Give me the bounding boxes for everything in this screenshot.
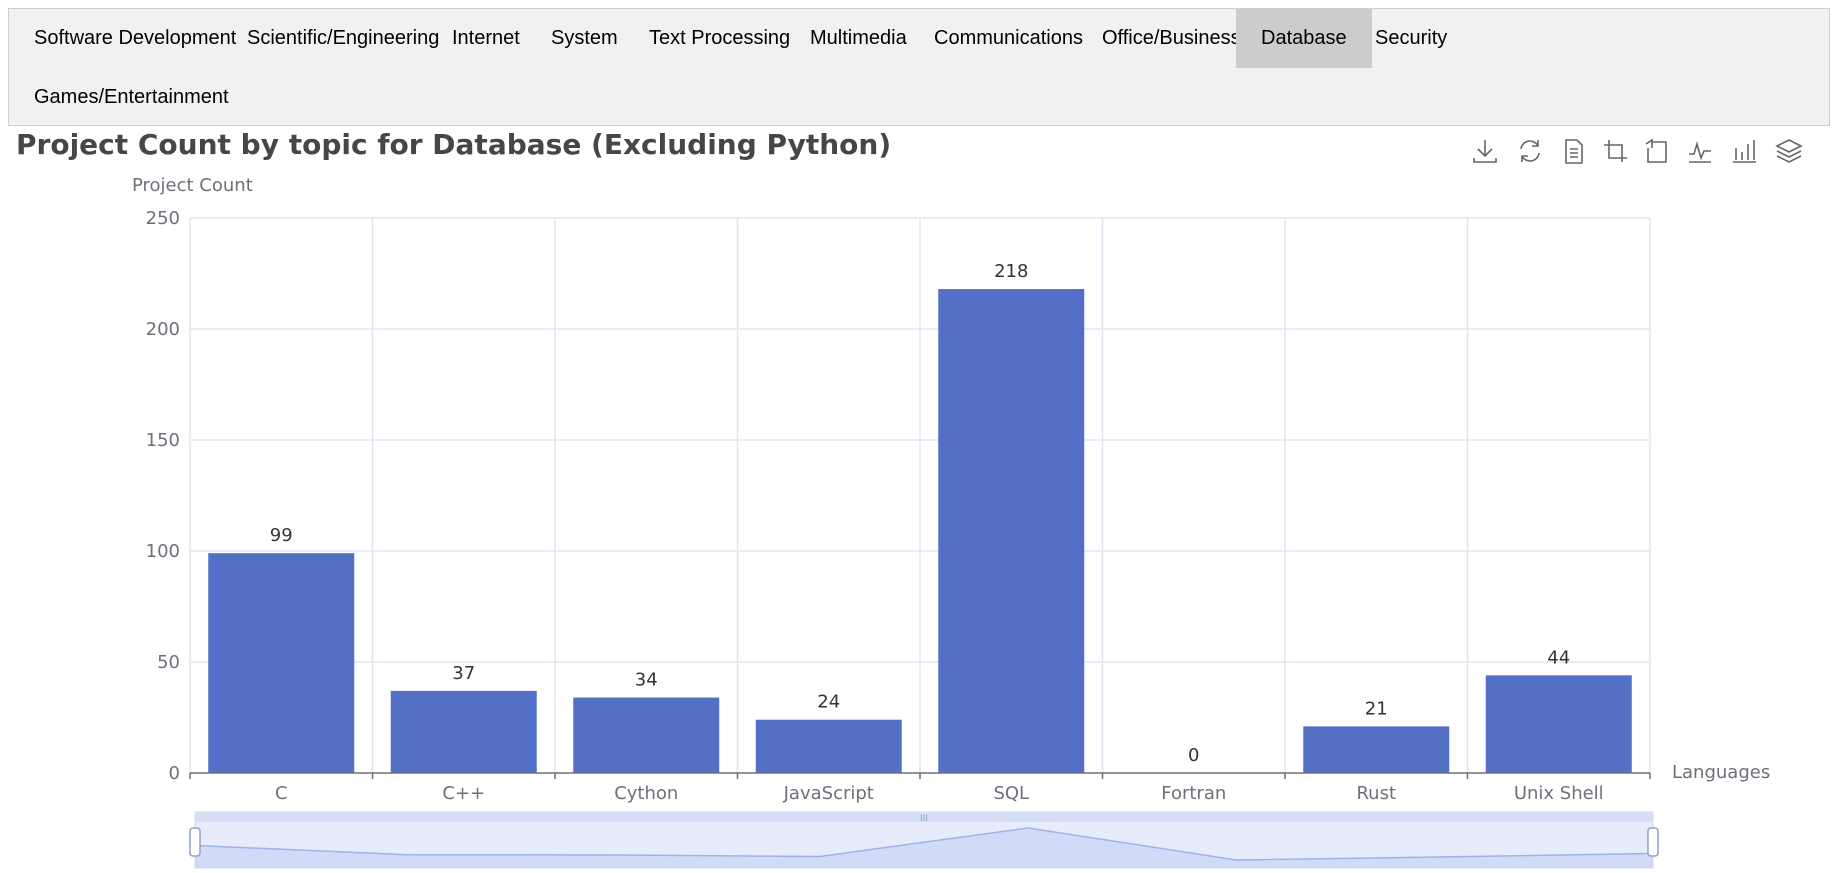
tab-multimedia[interactable]: Multimedia — [810, 27, 907, 49]
y-axis-label: Project Count — [132, 175, 253, 196]
data-label: 99 — [270, 525, 293, 546]
chart-title: Project Count by topic for Database (Exc… — [16, 128, 892, 161]
zoom-preview-line — [194, 827, 1654, 861]
grid-lines — [189, 217, 1651, 773]
bar-chart-icon[interactable] — [1729, 136, 1759, 166]
bar — [755, 719, 902, 773]
y-tick-label: 50 — [157, 652, 180, 673]
bar — [938, 289, 1085, 773]
tab-text-processing[interactable]: Text Processing — [649, 27, 791, 49]
tab-internet[interactable]: Internet — [452, 27, 520, 49]
chart-toolbox — [1470, 136, 1803, 166]
zoom-top-bar — [195, 812, 1653, 822]
x-tick-label: C++ — [442, 783, 485, 804]
data-label: 21 — [1365, 698, 1388, 719]
y-tick-label: 150 — [146, 430, 180, 451]
y-tick-label: 100 — [146, 541, 180, 562]
stack-icon[interactable] — [1774, 136, 1804, 166]
x-tick-label: Rust — [1356, 783, 1396, 804]
x-tick-label: Cython — [614, 783, 678, 804]
refresh-icon[interactable] — [1515, 136, 1545, 166]
data-label: 44 — [1547, 647, 1570, 668]
bar — [1485, 675, 1632, 773]
bar — [1303, 726, 1450, 773]
data-label: 0 — [1188, 745, 1199, 766]
data-label: 34 — [635, 670, 658, 691]
x-tick-label: Fortran — [1161, 783, 1226, 804]
bar-series: 99 37 34 24 218 0 21 44 — [208, 261, 1632, 773]
tab-scientific-engineering[interactable]: Scientific/Engineering — [247, 27, 440, 49]
x-axis-label: Languages — [1672, 762, 1770, 783]
y-tick-label: 200 — [146, 319, 180, 340]
data-label: 218 — [994, 261, 1028, 282]
axes: 0 50 100 150 200 250 C C++ Cython JavaScript SQL Fo… — [146, 208, 1651, 804]
bar — [208, 553, 355, 773]
zoom-handle-right — [1647, 827, 1659, 857]
data-view-icon[interactable] — [1558, 136, 1588, 166]
zoom-icon[interactable] — [1600, 136, 1630, 166]
tab-games-entertainment[interactable]: Games/Entertainment — [34, 86, 229, 108]
data-label: 37 — [452, 663, 475, 684]
zoom-reset-icon[interactable] — [1642, 136, 1672, 166]
tab-database[interactable]: Database — [1236, 9, 1372, 68]
line-chart-icon[interactable] — [1685, 136, 1715, 166]
y-tick-label: 0 — [169, 763, 180, 784]
tab-communications[interactable]: Communications — [934, 27, 1083, 49]
x-tick-label: Unix Shell — [1514, 783, 1604, 804]
tab-system[interactable]: System — [551, 27, 618, 49]
zoom-handle-left — [189, 827, 201, 857]
x-tick-label: C — [275, 783, 288, 804]
x-tick-label: SQL — [993, 783, 1029, 804]
y-tick-label: 250 — [146, 208, 180, 229]
data-label: 24 — [817, 692, 840, 713]
tab-security[interactable]: Security — [1375, 27, 1448, 49]
download-icon[interactable] — [1470, 136, 1500, 166]
x-tick-label: JavaScript — [783, 783, 874, 804]
zoom-grip-icon: III — [920, 814, 928, 824]
topic-tab-bar: Software Development Scientific/Engineer… — [8, 8, 1830, 126]
tab-software-development[interactable]: Software Development — [34, 27, 237, 49]
data-zoom-slider[interactable]: III — [189, 811, 1659, 869]
bar — [390, 690, 537, 773]
tab-office-business[interactable]: Office/Business — [1102, 27, 1241, 49]
bar — [573, 697, 720, 773]
zoom-preview-area — [195, 828, 1653, 868]
